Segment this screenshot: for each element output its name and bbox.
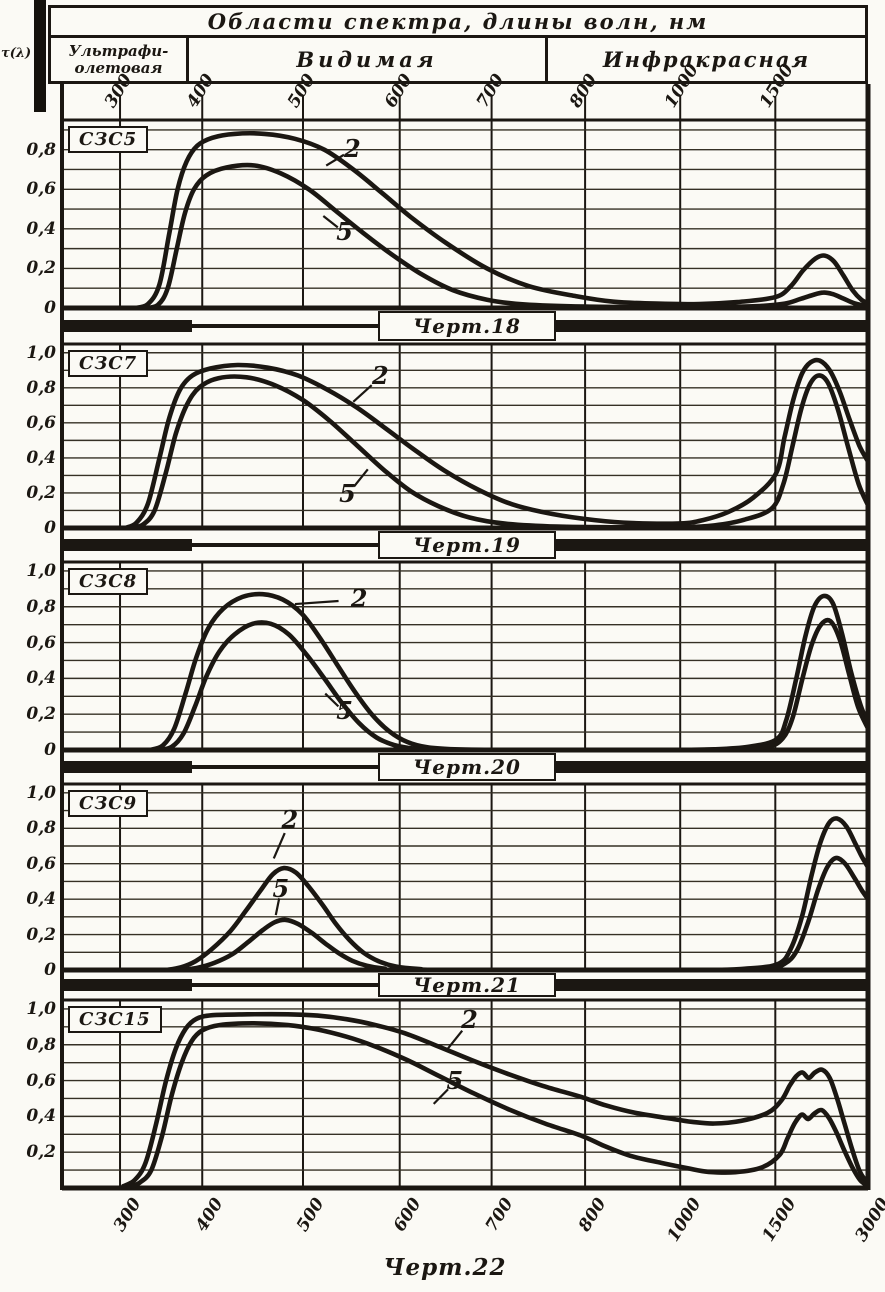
band-rule — [192, 324, 378, 328]
header-title: Области спектра, длины волн, нм — [207, 9, 709, 34]
y-tick-label: 1,0 — [26, 782, 56, 803]
band-bar-left — [62, 761, 192, 773]
band-bar-left — [62, 320, 192, 332]
curve-label-5: 5 — [336, 216, 353, 246]
annotation-leader — [294, 599, 339, 606]
figure-caption-19: Черт.19 — [378, 531, 556, 559]
region-label-line: олетовая — [74, 58, 163, 77]
annotation-leader — [445, 1029, 464, 1051]
curve-label-2: 2 — [281, 805, 299, 835]
y-tick-label: 0 — [44, 740, 56, 760]
curve-label-5: 5 — [336, 696, 353, 726]
y-tick-label: 0 — [44, 960, 56, 980]
figure-caption-20: Черт.20 — [378, 753, 556, 781]
curve-СЗС9-2mm — [163, 816, 871, 973]
y-tick-label: 1,0 — [26, 560, 56, 581]
y-tick-label: 0 — [44, 518, 56, 538]
filter-name-СЗС7: СЗС7 — [68, 350, 149, 377]
curve-label-2: 2 — [350, 583, 368, 613]
curve-label-2: 2 — [343, 133, 361, 163]
annotation-leader — [324, 692, 340, 708]
band-rule — [192, 543, 378, 547]
y-tick-label: 0,4 — [26, 668, 56, 689]
annotation-leader — [352, 384, 373, 403]
annotation-leader — [274, 898, 281, 916]
y-tick-label: 0,2 — [26, 482, 56, 503]
curve-label-5: 5 — [339, 478, 356, 508]
curve-label-5: 5 — [272, 874, 290, 904]
curve-СЗС15-5mm — [126, 1021, 871, 1190]
region-label-line: Инфракрасная — [602, 47, 811, 72]
annotation-leader — [272, 832, 286, 859]
y-tick-label: 0,4 — [26, 1106, 56, 1127]
curve-СЗС8-5mm — [157, 617, 871, 753]
y-tick-label: 0 — [44, 298, 56, 318]
curve-label-2: 2 — [372, 361, 389, 391]
filter-name-СЗС8: СЗС8 — [68, 568, 149, 595]
figure-caption-18: Черт.18 — [378, 311, 556, 341]
curve-СЗС15-2mm — [121, 1011, 871, 1189]
y-tick-label: 0,2 — [26, 924, 56, 945]
band-bar-right — [556, 761, 868, 773]
y-tick-label: 0,6 — [26, 632, 56, 653]
annotation-leader — [325, 153, 345, 167]
annotation-leader — [432, 1088, 449, 1105]
region-label-line: Видимая — [296, 47, 438, 72]
y-tick-label: 1,0 — [26, 998, 56, 1019]
scan-edge-bar — [34, 0, 46, 112]
band-bar-right — [556, 320, 868, 332]
y-tick-label: 0,4 — [26, 447, 56, 468]
y-tick-label: 0,4 — [26, 218, 56, 239]
band-bar-left — [62, 979, 192, 991]
annotation-leader — [322, 215, 339, 229]
region-ultraviolet: Ультрафи- олетовая — [51, 38, 189, 81]
y-tick-label: 0,2 — [26, 704, 56, 725]
y-axis-label: τ(λ) — [1, 46, 32, 61]
y-tick-label: 0,8 — [26, 818, 56, 839]
band-bar-right — [556, 539, 868, 551]
band-rule — [192, 983, 378, 987]
curve-СЗС8-2mm — [147, 591, 871, 753]
y-tick-label: 0,2 — [26, 1142, 56, 1163]
figure-caption-22: Черт.22 — [383, 1254, 507, 1281]
region-row: Ультрафи- олетовая Видимая Инфракрасная — [48, 38, 868, 84]
curve-СЗС7-2mm — [122, 357, 871, 531]
curve-СЗС9-5mm — [180, 855, 871, 973]
region-infrared: Инфракрасная — [548, 38, 865, 81]
y-tick-label: 0,6 — [26, 412, 56, 433]
y-tick-label: 0,8 — [26, 1034, 56, 1055]
y-tick-label: 0,8 — [26, 377, 56, 398]
band-rule — [192, 765, 378, 769]
filter-name-СЗС15: СЗС15 — [68, 1006, 162, 1033]
band-bar-left — [62, 539, 192, 551]
y-tick-label: 0,6 — [26, 179, 56, 200]
y-tick-label: 0,8 — [26, 139, 56, 160]
y-tick-label: 0,6 — [26, 853, 56, 874]
y-tick-label: 1,0 — [26, 342, 56, 363]
region-label-line: Ультрафи- — [68, 41, 169, 60]
curve-СЗС5-5mm — [142, 162, 871, 311]
band-bar-right — [556, 979, 868, 991]
filter-name-СЗС9: СЗС9 — [68, 790, 149, 817]
y-tick-label: 0,2 — [26, 258, 56, 279]
curve-label-5: 5 — [446, 1066, 464, 1096]
figure-caption-21: Черт.21 — [378, 973, 556, 997]
filter-name-СЗС5: СЗС5 — [68, 126, 149, 153]
y-tick-label: 0,8 — [26, 596, 56, 617]
y-tick-label: 0,4 — [26, 889, 56, 910]
curve-СЗС5-2mm — [132, 131, 871, 311]
spectral-regions-header: Области спектра, длины волн, нм — [48, 5, 868, 38]
region-visible: Видимая — [189, 38, 548, 81]
curve-СЗС7-5mm — [129, 373, 871, 531]
curve-label-2: 2 — [461, 1005, 478, 1035]
annotation-leader — [353, 468, 369, 488]
y-tick-label: 0,6 — [26, 1070, 56, 1091]
